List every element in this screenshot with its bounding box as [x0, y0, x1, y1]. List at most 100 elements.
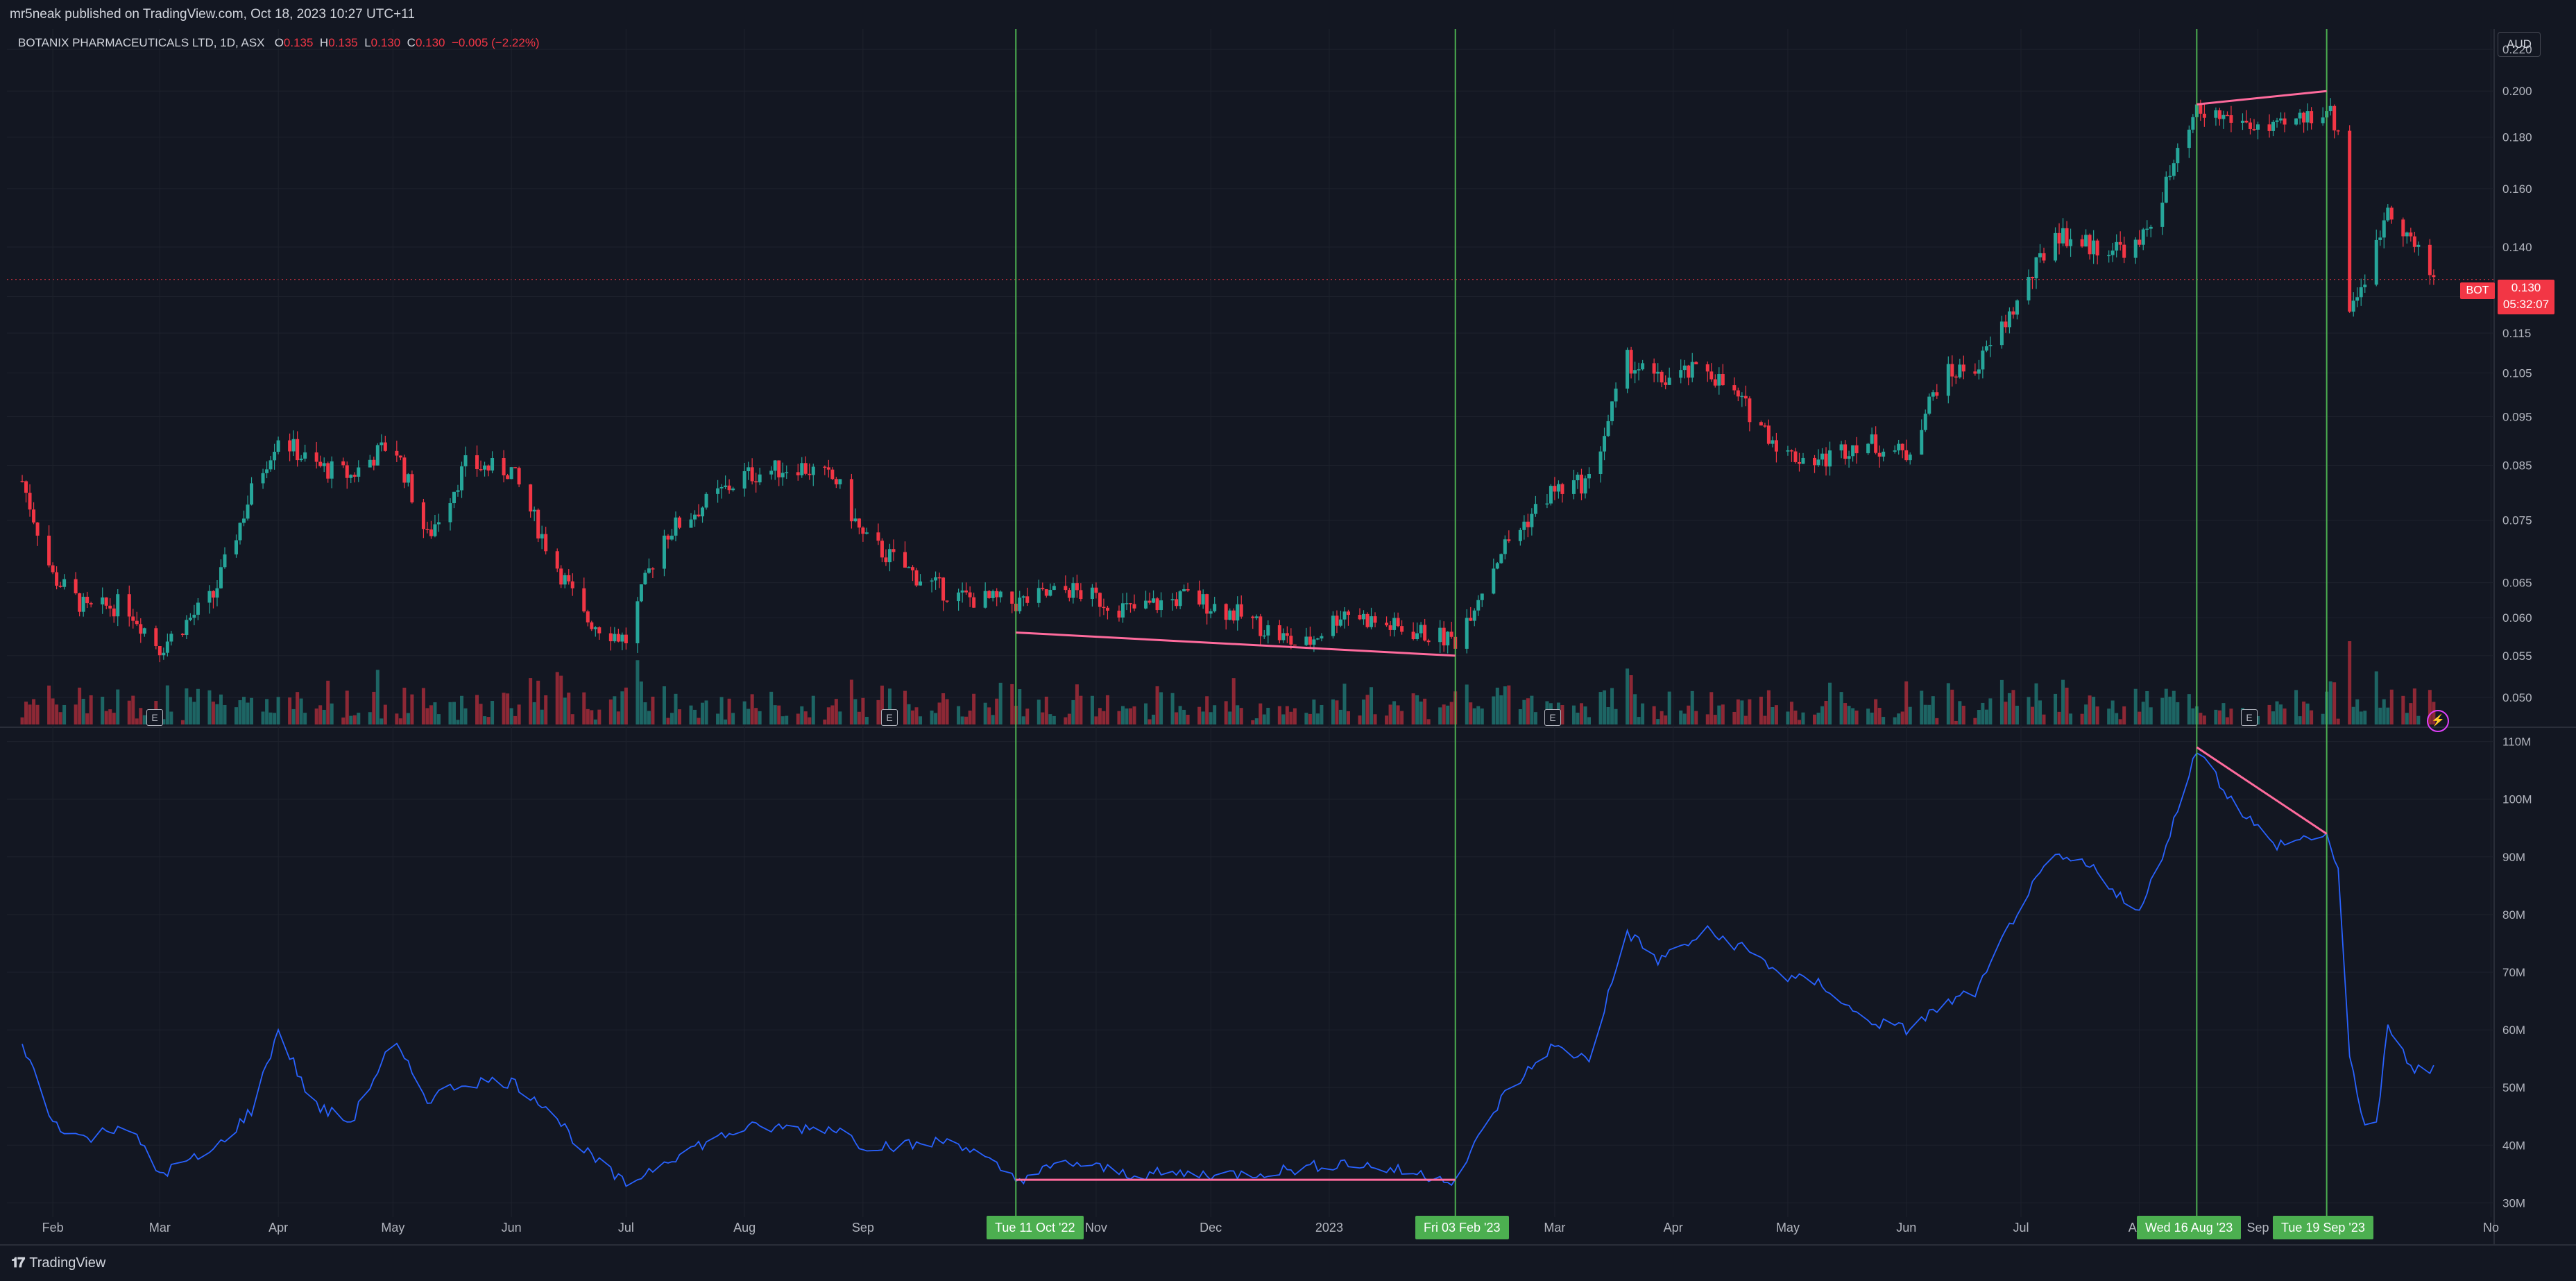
- candle-body: [796, 472, 800, 476]
- candle-body: [196, 602, 200, 615]
- volume-bar: [1251, 720, 1255, 724]
- candle-body: [506, 475, 510, 480]
- volume-bar: [1205, 696, 1209, 724]
- candle-body: [1205, 594, 1209, 614]
- candle-body: [1239, 604, 1243, 617]
- volume-bar: [1988, 698, 1993, 724]
- volume-bar: [1277, 706, 1281, 724]
- volume-bar: [475, 695, 479, 724]
- volume-bar: [242, 697, 246, 724]
- currency-button[interactable]: AUD: [2498, 32, 2541, 57]
- earnings-mark[interactable]: E: [146, 709, 163, 726]
- volume-bar: [1201, 711, 1205, 724]
- candle-body: [456, 490, 460, 492]
- volume-bar: [1170, 693, 1175, 724]
- candle-body: [1793, 451, 1798, 462]
- candle-body: [28, 493, 32, 510]
- candle-body: [2432, 275, 2436, 278]
- candle-body: [1499, 554, 1503, 563]
- volume-bar: [1736, 699, 1740, 724]
- candle-body: [2054, 232, 2058, 261]
- candle-body: [2382, 220, 2386, 238]
- volume-bar: [1331, 699, 1335, 724]
- chart-area[interactable]: 0.2200.2000.1800.1600.1400.1250.1150.105…: [0, 29, 2576, 1244]
- volume-bar: [1236, 705, 1240, 724]
- candle-body: [1920, 430, 1924, 455]
- obv-tick-label: 40M: [2502, 1139, 2525, 1152]
- volume-bar: [1102, 711, 1106, 724]
- candle-body: [1583, 478, 1587, 494]
- candle-body: [261, 473, 265, 484]
- volume-bar: [112, 713, 116, 724]
- candle-body: [1682, 365, 1687, 371]
- candle-body: [188, 618, 192, 620]
- time-tick-label: Jul: [2013, 1221, 2029, 1235]
- bar-countdown: 05:32:07: [2502, 298, 2550, 311]
- date-marker-3: Wed 16 Aug '23: [2137, 1216, 2242, 1239]
- volume-bar: [2275, 701, 2279, 724]
- candle-body: [1419, 625, 1423, 634]
- volume-bar: [506, 693, 510, 724]
- candle-body: [559, 568, 563, 585]
- volume-bar: [919, 716, 923, 724]
- earnings-mark[interactable]: E: [1544, 709, 1561, 726]
- volume-bar: [1105, 695, 1109, 724]
- candle-body: [930, 580, 934, 582]
- time-tick-label: Apr: [1664, 1221, 1683, 1235]
- earnings-mark[interactable]: E: [881, 709, 898, 726]
- candle-body: [2122, 244, 2126, 258]
- candle-body: [1442, 627, 1446, 646]
- volume-bar: [1499, 695, 1503, 724]
- volume-bar: [326, 680, 330, 724]
- volume-bar: [1373, 714, 1377, 724]
- earnings-mark[interactable]: E: [2241, 709, 2258, 726]
- volume-bar: [1687, 705, 1691, 724]
- volume-bar: [995, 698, 999, 724]
- price-tick-label: 0.115: [2502, 327, 2531, 340]
- volume-bar: [142, 715, 146, 724]
- candle-body: [2133, 239, 2138, 258]
- volume-bar: [2214, 709, 2218, 724]
- volume-bar: [2305, 703, 2310, 724]
- volume-bar: [261, 711, 265, 724]
- volume-bar: [223, 704, 227, 724]
- volume-bar: [803, 711, 808, 724]
- candle-body: [2267, 124, 2271, 131]
- volume-bar: [1178, 706, 1182, 724]
- candle-body: [1285, 633, 1289, 636]
- candle-body: [1098, 593, 1102, 607]
- volume-bar: [2416, 715, 2421, 724]
- volume-bar: [2382, 699, 2386, 724]
- candle-body: [157, 646, 162, 656]
- volume-bar: [1981, 702, 1985, 724]
- price-tick-label: 0.075: [2502, 514, 2532, 527]
- candle-body: [2248, 122, 2252, 129]
- volume-bar: [2080, 713, 2084, 724]
- candle-body: [613, 634, 617, 642]
- candle-body: [1743, 396, 1748, 399]
- lightning-icon[interactable]: ⚡: [2427, 710, 2449, 732]
- volume-bar: [968, 710, 972, 724]
- volume-bar: [1018, 689, 1022, 724]
- candle-body: [1816, 459, 1820, 466]
- volume-bar: [1476, 706, 1481, 724]
- candle-body: [165, 641, 169, 653]
- volume-bar: [693, 709, 697, 724]
- volume-bar: [1507, 685, 1511, 724]
- candle-body: [35, 522, 40, 536]
- candle-body: [639, 584, 643, 602]
- volume-bar: [586, 709, 590, 724]
- candle-body: [314, 452, 318, 462]
- candle-body: [180, 634, 185, 636]
- volume-bar: [957, 706, 961, 724]
- candle-body: [2252, 128, 2256, 130]
- candle-body: [1843, 444, 1848, 459]
- candle-body: [2191, 117, 2195, 130]
- brand-name: TradingView: [29, 1255, 106, 1271]
- candle-body: [1492, 568, 1496, 594]
- candle-body: [357, 467, 361, 477]
- candle-body: [1259, 616, 1263, 636]
- tradingview-brand[interactable]: 𝟏𝟕 TradingView: [11, 1255, 105, 1271]
- candle-body: [211, 591, 215, 598]
- obv-tick-label: 100M: [2502, 793, 2532, 806]
